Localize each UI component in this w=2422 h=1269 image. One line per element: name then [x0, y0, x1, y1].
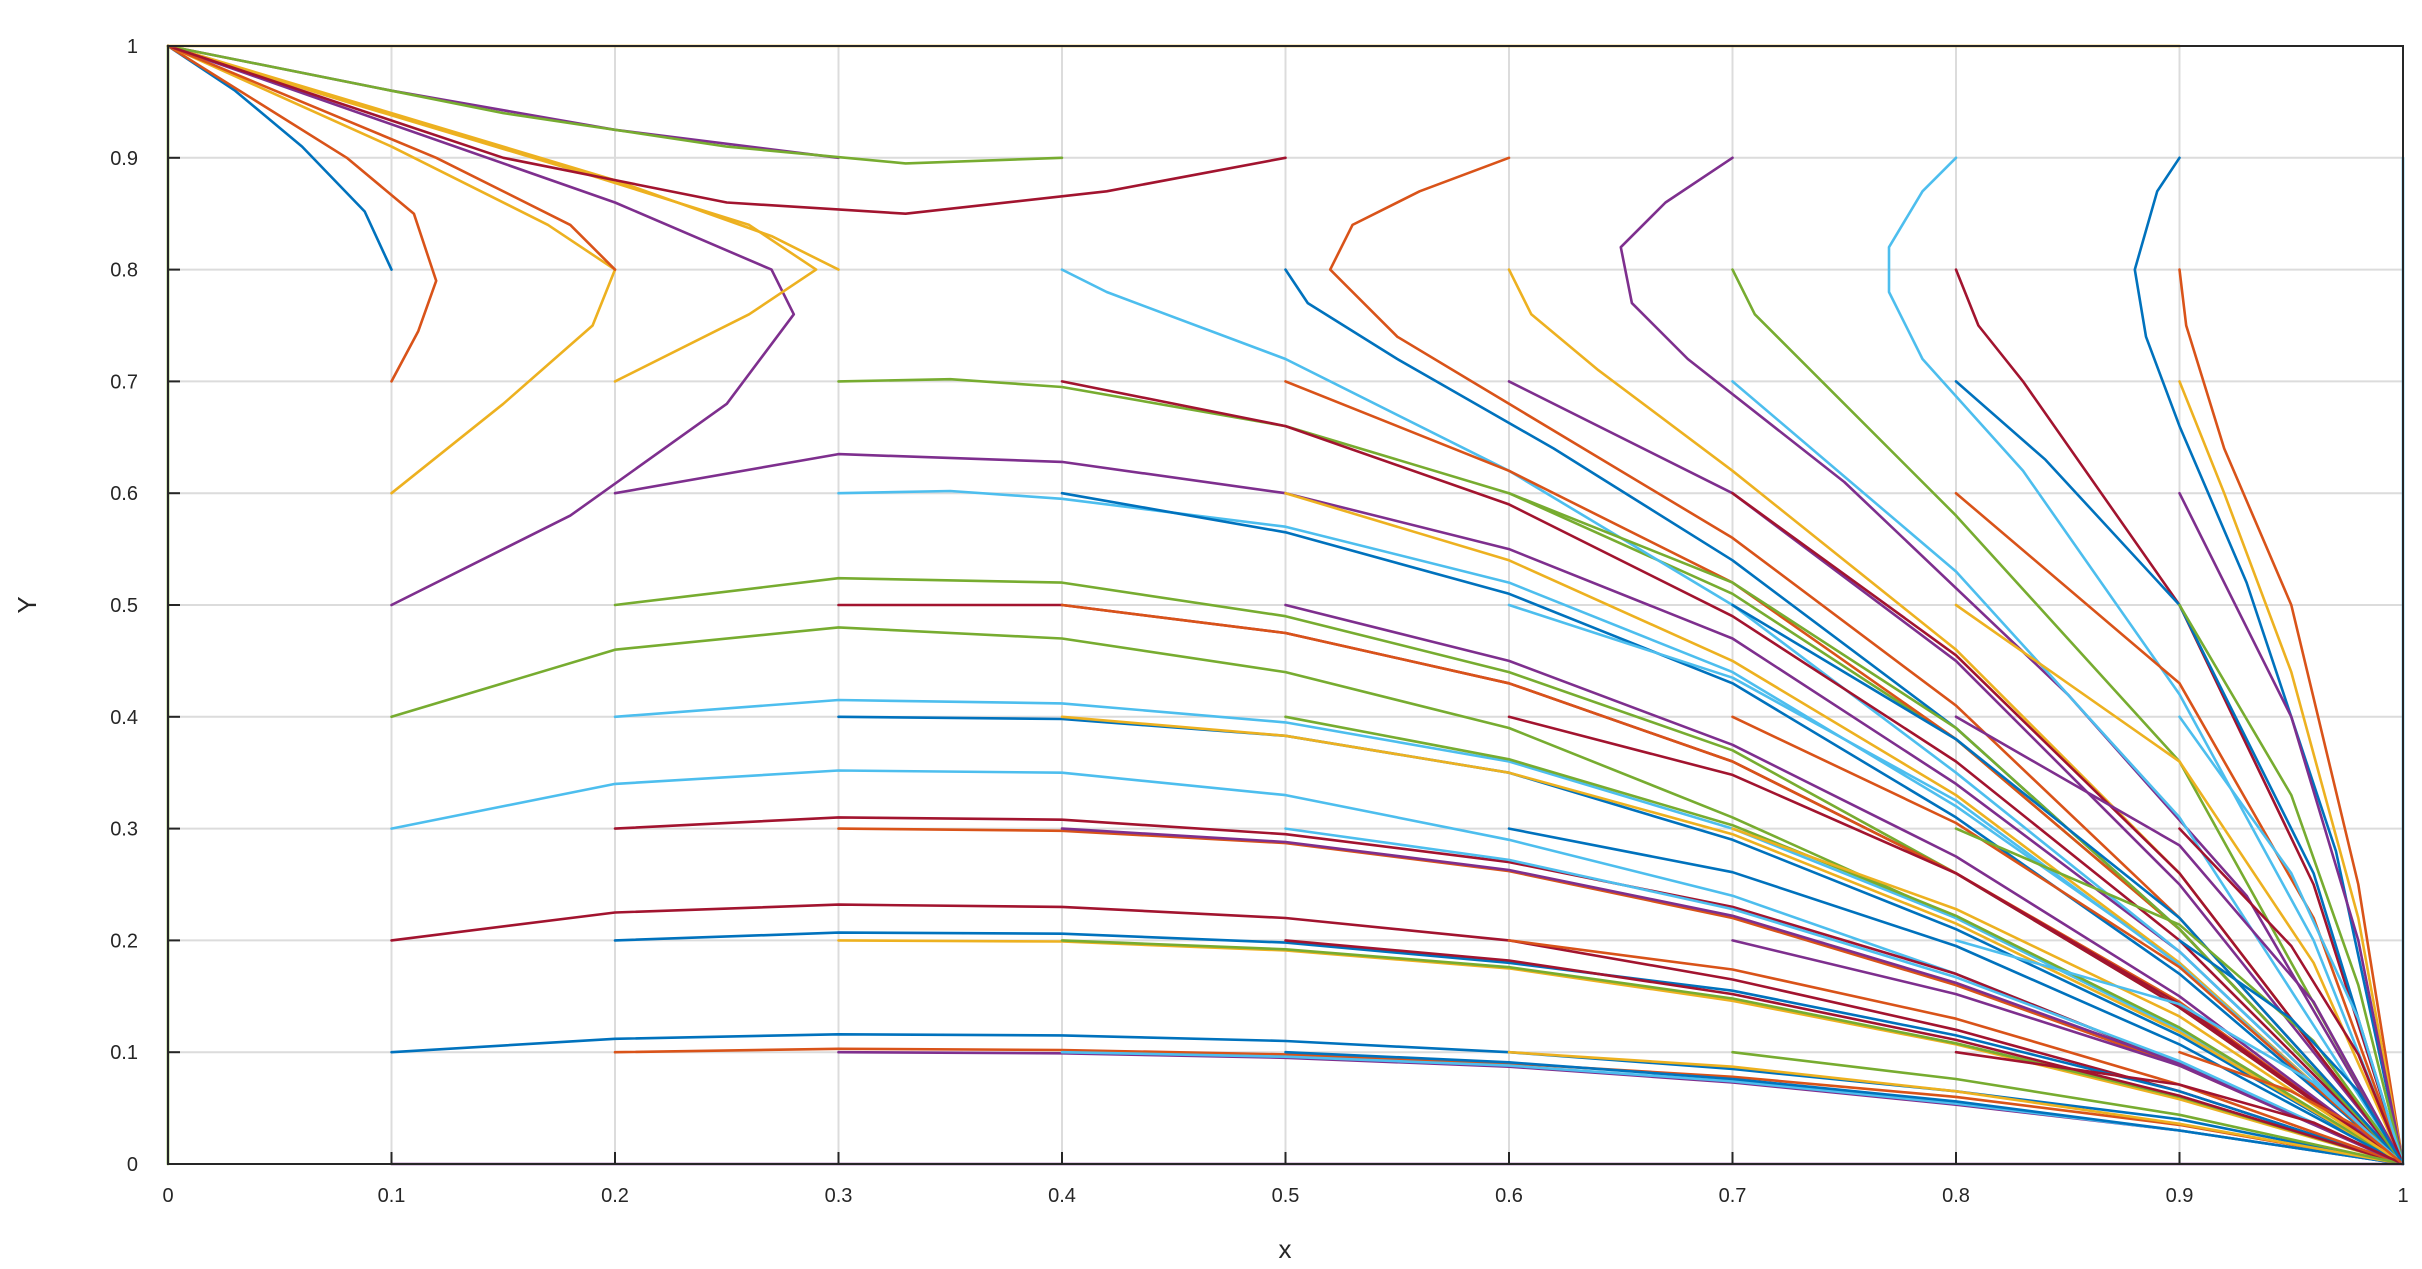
streamline-54 [1731, 380, 2405, 1166]
x-tick-label-10: 1 [2397, 1185, 2408, 1207]
y-tick-label-0: 0 [127, 1154, 138, 1176]
streamline-66 [1954, 715, 2405, 1166]
streamline-28 [1060, 491, 2405, 1166]
streamline-57 [1731, 715, 2405, 1166]
x-tick-label-2: 0.2 [601, 1185, 629, 1207]
x-tick-label-4: 0.4 [1048, 1185, 1076, 1207]
streamlines [166, 44, 2405, 1166]
streamline-50 [1507, 939, 2405, 1166]
y-tick-labels: 0 0.1 0.2 0.3 0.4 0.5 0.6 0.7 0.8 0.9 1 [110, 36, 180, 1176]
streamline-39 [1284, 715, 2405, 1166]
streamline-41 [1284, 939, 2405, 1166]
y-tick-label-2: 0.2 [110, 930, 138, 952]
streamline-68 [1954, 939, 2405, 1166]
y-tick-label-5: 0.5 [110, 595, 138, 617]
y-tick-label-3: 0.3 [110, 819, 138, 841]
streamline-71 [2178, 268, 2405, 1166]
streamline-34 [166, 44, 1287, 215]
streamline-77 [2178, 939, 2405, 1166]
streamline-45 [1507, 380, 2405, 1166]
streamline-37 [1284, 491, 2405, 1166]
streamline-53 [1731, 268, 2405, 1166]
y-tick-label-10: 1 [127, 36, 138, 58]
x-axis-label: x [1279, 1234, 1292, 1264]
streamline-67 [1954, 827, 2405, 1166]
streamline-42 [1284, 1050, 2405, 1166]
streamline-62 [1954, 268, 2405, 1166]
streamline-31 [1060, 827, 2405, 1166]
streamline-60 [1731, 1050, 2405, 1166]
y-axis-label: Y [12, 596, 42, 613]
streamline-43 [1328, 156, 2405, 1166]
streamline-46 [1507, 491, 2405, 1166]
streamline-76 [2178, 827, 2405, 1166]
streamline-75 [2178, 715, 2405, 1166]
streamline-38 [1284, 603, 2405, 1166]
y-tick-label-6: 0.6 [110, 483, 138, 505]
streamline-1 [166, 44, 438, 383]
streamline-64 [1954, 491, 2405, 1166]
streamline-65 [1954, 603, 2405, 1166]
streamline-8 [166, 44, 617, 271]
streamline-29 [1060, 603, 2405, 1166]
streamline-22 [837, 827, 2405, 1166]
streamline-25 [166, 44, 1064, 165]
x-tick-label-6: 0.6 [1495, 1185, 1523, 1207]
x-tick-label-1: 0.1 [378, 1185, 406, 1207]
streamline-61 [1887, 156, 2405, 1166]
streamline-51 [1507, 1050, 2405, 1166]
streamline-12 [613, 698, 2405, 1166]
y-tick-label-7: 0.7 [110, 371, 138, 393]
y-tick-label-1: 0.1 [110, 1042, 138, 1064]
x-tick-label-0: 0 [162, 1185, 173, 1207]
streamline-69 [1954, 1050, 2405, 1166]
streamline-30 [1060, 715, 2405, 1166]
x-tick-labels: 0 0.1 0.2 0.3 0.4 0.5 0.6 0.7 0.8 0.9 1 [162, 1152, 2409, 1207]
streamline-21 [837, 715, 2405, 1166]
streamline-48 [1507, 715, 2405, 1166]
x-tick-label-8: 0.8 [1942, 1185, 1970, 1207]
y-tick-label-8: 0.8 [110, 260, 138, 282]
streamline-49 [1507, 827, 2405, 1166]
streamline-40 [1284, 827, 2405, 1166]
streamline-70 [2133, 156, 2405, 1166]
streamline-0 [166, 44, 393, 271]
streamline-56 [1731, 603, 2405, 1166]
x-tick-label-3: 0.3 [825, 1185, 853, 1207]
streamline-7 [390, 1033, 2405, 1166]
streamline-59 [1731, 939, 2405, 1166]
streamline-10 [613, 452, 2405, 1166]
streamline-78 [2178, 1050, 2405, 1166]
x-tick-label-9: 0.9 [2166, 1185, 2194, 1207]
streamline-6 [390, 903, 2405, 1166]
streamline-74 [2178, 603, 2405, 1166]
streamline-73 [2178, 491, 2405, 1166]
x-tick-label-7: 0.7 [1719, 1185, 1747, 1207]
y-tick-label-9: 0.9 [110, 148, 138, 170]
streamline-72 [2178, 380, 2405, 1166]
y-tick-label-4: 0.4 [110, 707, 138, 729]
streamline-9 [166, 44, 818, 383]
x-tick-label-5: 0.5 [1272, 1185, 1300, 1207]
